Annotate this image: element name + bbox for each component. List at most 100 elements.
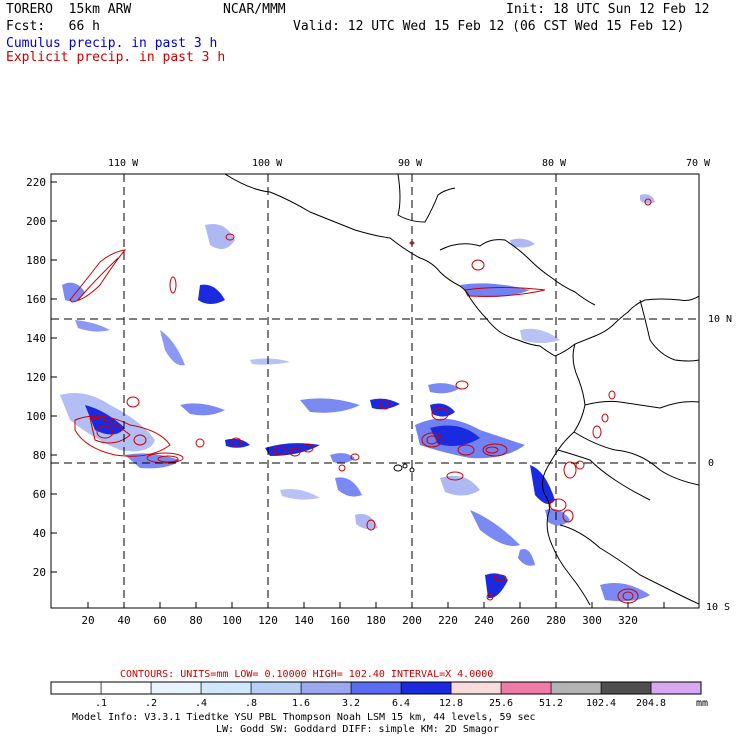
x-tick: 280: [546, 614, 566, 627]
precip-contour: [74, 415, 171, 457]
longitude-labels: 110 W 100 W 90 W 80 W 70 W: [108, 158, 711, 169]
precip-contour: [157, 455, 179, 463]
precip-contour: [338, 464, 346, 472]
colorbar-cell: [100, 681, 152, 695]
precip-contour: [563, 461, 577, 479]
coastline: [224, 174, 556, 357]
precip-contour: [96, 425, 114, 439]
precip-blob: [180, 403, 225, 416]
colorbar: [50, 681, 702, 695]
colorbar-cell: [450, 681, 502, 695]
precip-blob: [198, 284, 225, 304]
x-tick: 140: [294, 614, 314, 627]
precip-blob: [225, 438, 250, 448]
precip-contour: [486, 593, 494, 601]
latlon-grid: [51, 174, 699, 608]
lon-label: 100 W: [252, 158, 283, 169]
lat-label: 0: [708, 458, 714, 469]
precip-blob: [160, 330, 185, 366]
precip-blob: [335, 477, 362, 497]
precip-contour: [426, 435, 438, 445]
precip-contour: [350, 453, 360, 461]
precip-blob: [440, 475, 480, 496]
colorbar-cell: [550, 681, 602, 695]
precip-contour: [562, 509, 574, 523]
x-tick: 40: [117, 614, 130, 627]
precip-contour: [126, 396, 140, 408]
x-tick: 120: [258, 614, 278, 627]
y-tick: 80: [33, 449, 46, 462]
x-tick: 200: [402, 614, 422, 627]
colorbar-threshold: .8: [245, 698, 257, 709]
latitude-labels: 10 N 0 10 S: [706, 314, 732, 613]
plot-frame: [50, 173, 700, 609]
x-tick: 260: [510, 614, 530, 627]
island: [409, 467, 415, 473]
precip-contour: [485, 446, 499, 454]
precip-blob: [485, 573, 508, 599]
precip-contour: [455, 380, 469, 390]
coastline: [542, 343, 591, 606]
y-tick: 60: [33, 488, 46, 501]
colorbar-unit: mm: [696, 698, 708, 709]
colorbar-threshold: 3.2: [342, 698, 360, 709]
x-tick: 180: [366, 614, 386, 627]
y-tick: 220: [26, 176, 46, 189]
precip-blob: [62, 282, 85, 302]
forecast-hour: Fcst: 66 h: [6, 19, 100, 34]
run-name: TORERO 15km ARW: [6, 2, 132, 17]
valid-time: Valid: 12 UTC Wed 15 Feb 12 (06 CST Wed …: [293, 19, 685, 34]
precip-blob: [85, 405, 125, 435]
y-tick: 20: [33, 566, 46, 579]
colorbar-cell: [300, 681, 352, 695]
x-tick: 20: [81, 614, 94, 627]
lon-label: 80 W: [542, 158, 567, 169]
x-tick: 240: [474, 614, 494, 627]
precip-blob: [250, 358, 290, 365]
precip-contour: [289, 447, 301, 457]
lat-label: 10 S: [706, 602, 730, 613]
x-tick: 220: [438, 614, 458, 627]
precip-contour: [69, 249, 127, 303]
colorbar-threshold: 25.6: [489, 698, 513, 709]
precip-contour: [482, 443, 508, 457]
colorbar-threshold: 102.4: [586, 698, 616, 709]
y-tick: 160: [26, 293, 46, 306]
precip-blob: [518, 549, 535, 566]
precip-contour: [471, 259, 485, 271]
coastline: [559, 524, 699, 605]
colorbar-cell: [350, 681, 402, 695]
precip-blob: [428, 383, 460, 394]
precip-contour: [601, 413, 609, 423]
precip-contour: [273, 446, 287, 456]
precip-contour: [464, 287, 546, 297]
colorbar-threshold: 6.4: [392, 698, 410, 709]
precip-contour: [366, 519, 376, 531]
precip-contour: [431, 407, 449, 421]
colorbar-threshold: .2: [145, 698, 157, 709]
coastline: [554, 295, 699, 357]
coastline: [584, 400, 699, 409]
colorbar-cell: [600, 681, 652, 695]
init-time: Init: 18 UTC Sun 12 Feb 12: [506, 2, 710, 17]
y-tick: 180: [26, 254, 46, 267]
x-tick: 80: [189, 614, 202, 627]
precip-contour: [592, 425, 602, 439]
precip-blob: [205, 224, 235, 249]
coastline: [557, 449, 651, 501]
coastline: [573, 431, 699, 486]
colorbar-cell: [50, 681, 102, 695]
precip-blob: [265, 443, 320, 456]
physics-info: LW: Godd SW: Goddard DIFF: simple KM: 2D…: [216, 724, 499, 735]
field-label-explicit: Explicit precip. in past 3 h: [6, 50, 226, 65]
coastline: [439, 239, 596, 306]
colorbar-cell: [200, 681, 252, 695]
precip-contour: [608, 390, 616, 400]
precip-contour: [169, 276, 177, 294]
colorbar-cell: [150, 681, 202, 695]
colorbar-labels: .1 .2 .4 .8 1.6 3.2 6.4 12.8 25.6 51.2 102.4 204.8: [95, 698, 666, 709]
y-tick: 40: [33, 527, 46, 540]
lat-label: 10 N: [708, 314, 732, 325]
precip-blob: [545, 508, 570, 526]
x-tick: 320: [618, 614, 638, 627]
